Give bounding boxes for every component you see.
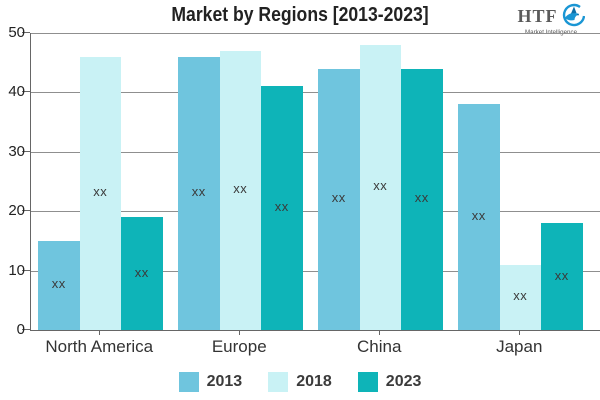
bar-2013-china: xx <box>318 68 360 330</box>
bar-value-label: xx <box>233 181 248 197</box>
y-tick-label-30: 30 <box>8 142 25 160</box>
bar-value-label: xx <box>554 267 569 283</box>
y-tick-40 <box>22 91 30 93</box>
bar-2023-china: xx <box>401 68 443 330</box>
legend-item-2018: 2018 <box>268 372 332 392</box>
x-category-label-north-america: North America <box>45 337 154 356</box>
legend-item-2013: 2013 <box>178 372 243 392</box>
bar-2018-north-america: xx <box>79 56 121 330</box>
bar-2023-europe: xx <box>261 86 303 330</box>
legend-label-2013: 2013 <box>206 373 243 390</box>
y-tick-label-50: 50 <box>8 24 25 41</box>
x-tick-china <box>379 330 381 335</box>
x-category-label-europe: Europe <box>211 337 267 356</box>
bar-value-label: xx <box>274 199 289 215</box>
gridline-10 <box>31 270 600 272</box>
chart-title: Market by Regions [2013-2023] <box>171 4 429 26</box>
bar-2018-japan: xx <box>499 264 541 330</box>
bar-value-label: xx <box>93 184 108 200</box>
logo-row: HTF <box>508 3 594 29</box>
bar-2018-china: xx <box>359 44 401 330</box>
bar-value-label: xx <box>51 276 66 292</box>
bar-value-label: xx <box>414 190 429 206</box>
gridline-20 <box>31 211 600 213</box>
y-tick-10 <box>22 269 30 271</box>
bar-2023-north-america: xx <box>121 217 163 330</box>
gridline-50 <box>31 33 600 34</box>
bar-2018-europe: xx <box>219 50 261 330</box>
legend: 2013 2018 2023 <box>0 372 600 392</box>
bar-value-label: xx <box>331 190 346 206</box>
x-tick-north-america <box>99 330 101 335</box>
x-category-label-china: China <box>357 337 402 356</box>
y-tick-label-40: 40 <box>8 83 25 101</box>
legend-swatch-2013 <box>178 372 199 392</box>
bar-2023-japan: xx <box>541 223 583 330</box>
y-tick-50 <box>22 32 30 33</box>
logo-bird-icon <box>562 3 585 27</box>
x-tick-japan <box>519 330 521 335</box>
y-tick-20 <box>22 210 30 212</box>
legend-label-2023: 2023 <box>385 373 422 390</box>
plot-area: xx xx xx xx xx xx xx xx xx xx xx xx <box>30 33 600 331</box>
bar-2013-north-america: xx <box>38 240 80 330</box>
bar-value-label: xx <box>191 184 206 200</box>
y-tick-label-20: 20 <box>8 202 25 220</box>
legend-item-2023: 2023 <box>357 372 422 392</box>
bar-2013-japan: xx <box>458 104 500 330</box>
bar-value-label: xx <box>373 178 388 194</box>
y-tick-label-10: 10 <box>8 261 25 279</box>
bar-value-label: xx <box>513 288 528 304</box>
bar-value-label: xx <box>471 208 486 224</box>
legend-swatch-2023 <box>357 372 378 392</box>
bar-2013-europe: xx <box>178 56 220 330</box>
x-tick-europe <box>239 330 241 335</box>
y-tick-label-0: 0 <box>16 321 25 338</box>
gridline-40 <box>31 92 600 94</box>
legend-swatch-2018 <box>268 372 289 392</box>
gridline-30 <box>31 151 600 153</box>
bar-value-label: xx <box>134 264 149 280</box>
y-tick-30 <box>22 150 30 152</box>
legend-label-2018: 2018 <box>296 373 332 390</box>
logo-subtext: Market Intelligence <box>524 29 577 36</box>
logo-text: HTF <box>517 6 558 26</box>
y-tick-0 <box>22 329 30 330</box>
x-category-label-japan: Japan <box>496 337 543 356</box>
logo: HTF Market Intelligence <box>508 3 594 40</box>
